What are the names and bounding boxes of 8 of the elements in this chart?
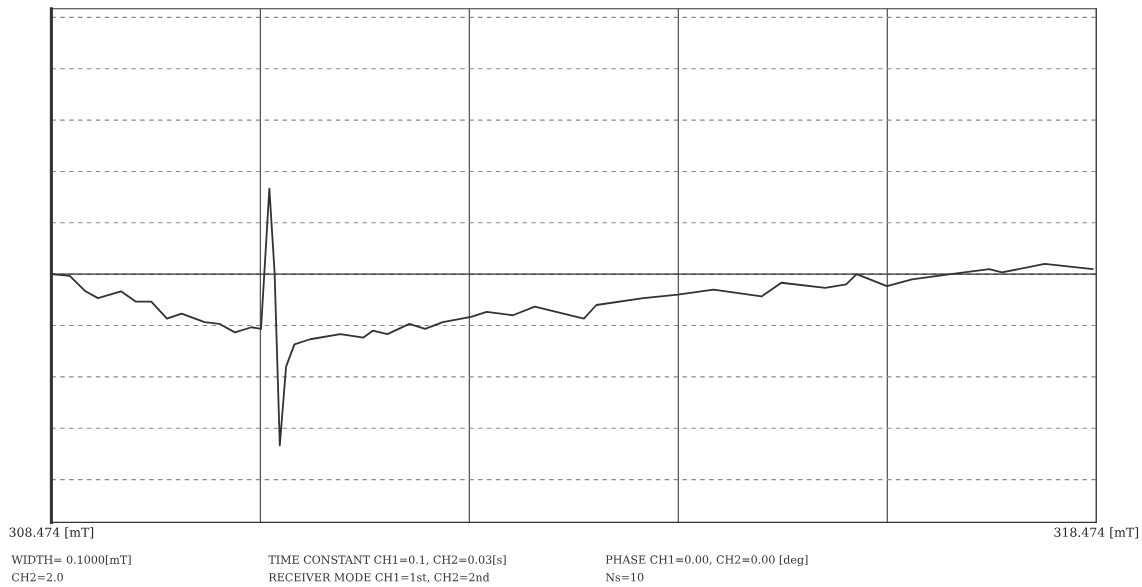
text: TIME CONSTANT CH1=0.1, CH2=0.03[s]	[268, 555, 506, 566]
text: PHASE CH1=0.00, CH2=0.00 [deg]	[605, 555, 808, 567]
x-tick-label: 318.474 [mT]	[1054, 527, 1139, 539]
text: Ns=10	[605, 573, 644, 582]
text: WIDTH= 0.1000[mT]	[11, 555, 131, 566]
text: RECEIVER MODE CH1=1st, CH2=2nd	[268, 572, 490, 583]
x-tick-label: 308.474 [mT]	[9, 527, 94, 539]
text: CH2=2.0	[12, 573, 63, 582]
